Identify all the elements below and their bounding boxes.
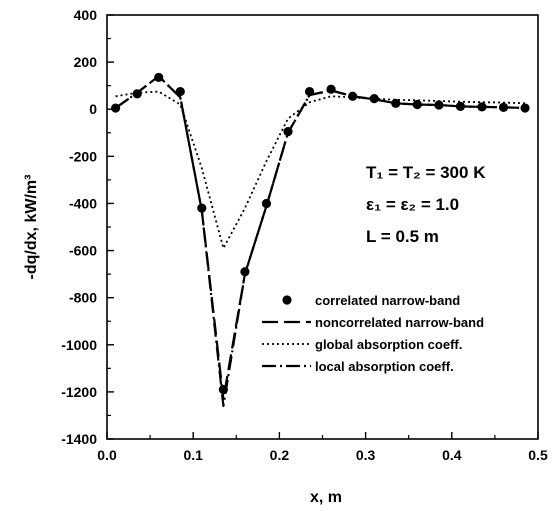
y-tick-label: -200 [69,148,97,164]
series-line-dotted [115,90,526,250]
y-tick-label: 200 [74,54,98,70]
legend-label-global: global absorption coeff. [315,337,462,352]
legend-label-noncorrelated: noncorrelated narrow-band [315,315,484,330]
y-tick-label: -600 [69,243,97,259]
y-tick-label: -1000 [61,337,97,353]
y-tick-label: -1400 [61,431,97,447]
annotation-length: L = 0.5 m [366,227,439,246]
legend-label-correlated: correlated narrow-band [315,293,460,308]
y-tick-label: 0 [89,101,97,117]
x-tick-label: 0.0 [97,447,117,463]
legend: correlated narrow-band noncorrelated nar… [262,293,484,374]
x-tick-label: 0.5 [528,447,548,463]
legend-label-local: local absorption coeff. [315,359,454,374]
annotation-emissivity: ε₁ = ε₂ = 1.0 [366,195,459,214]
series-line-dashdot [114,75,526,408]
legend-marker-correlated [282,295,292,305]
y-tick-label: -800 [69,290,97,306]
plot-frame [106,14,539,440]
x-axis-label: x, m [310,489,342,506]
x-tick-label: 0.3 [356,447,376,463]
x-tick-label: 0.4 [442,447,462,463]
y-axis-label: -dq/dx, kW/m³ [23,175,40,280]
x-tick-label: 0.1 [183,447,203,463]
annotation-temperature: T₁ = T₂ = 300 K [366,163,486,182]
y-tick-label: -400 [69,195,97,211]
x-tick-label: 0.2 [270,447,290,463]
y-tick-label: 400 [74,7,98,23]
y-tick-label: -1200 [61,384,97,400]
